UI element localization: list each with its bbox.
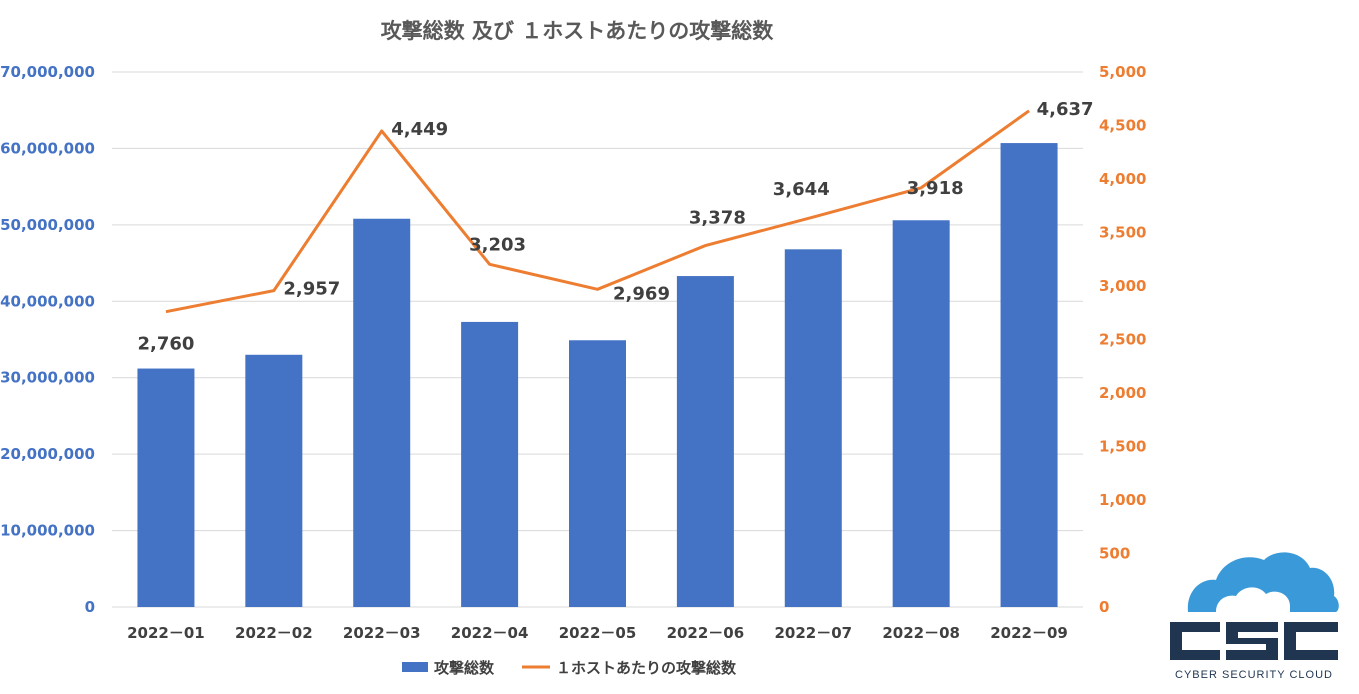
x-tick-label: 2022－07 [774, 624, 852, 642]
left-tick-label: 20,000,000 [0, 445, 95, 463]
right-tick-label: 500 [1099, 545, 1130, 563]
left-tick-label: 30,000,000 [0, 369, 95, 387]
left-tick-label: 0 [85, 598, 95, 616]
left-axis: 0 10,000,000 20,000,000 30,000,000 40,000,00… [0, 63, 95, 616]
left-tick-label: 40,000,000 [0, 292, 95, 310]
x-tick-label: 2022－04 [451, 624, 529, 642]
line-series: 2,760 2,957 4,449 3,203 2,969 3,378 3,644 3,918… [137, 99, 1093, 355]
x-tick-label: 2022－06 [667, 624, 745, 642]
data-label: 3,918 [907, 178, 964, 199]
bar [137, 368, 195, 607]
left-tick-label: 70,000,000 [0, 63, 95, 81]
x-tick-label: 2022－09 [990, 624, 1068, 642]
x-axis: 2022－01 2022－02 2022－03 2022－04 2022－05 2022－… [127, 624, 1068, 642]
logo-tagline: CYBER SECURITY CLOUD [1175, 669, 1333, 681]
right-tick-label: 1,000 [1099, 491, 1146, 509]
right-tick-label: 4,000 [1099, 170, 1146, 188]
right-tick-label: 2,500 [1099, 331, 1146, 349]
data-label: 3,378 [689, 208, 746, 229]
right-tick-label: 2,000 [1099, 384, 1146, 402]
right-tick-label: 4,500 [1099, 117, 1146, 135]
data-label: 2,957 [283, 279, 340, 300]
data-label: 2,969 [613, 283, 670, 304]
right-axis: 0 500 1,000 1,500 2,000 2,500 3,000 3,500 4,000 4… [1099, 63, 1146, 616]
legend-label-line: １ホストあたりの攻撃総数 [556, 659, 737, 677]
right-tick-label: 1,500 [1099, 438, 1146, 456]
legend: 攻撃総数 １ホストあたりの攻撃総数 [402, 659, 737, 677]
right-tick-label: 0 [1099, 598, 1109, 616]
bar [676, 276, 734, 607]
data-label: 2,760 [137, 334, 194, 355]
right-tick-label: 5,000 [1099, 63, 1146, 81]
left-tick-label: 60,000,000 [0, 139, 95, 157]
data-label: 4,637 [1037, 99, 1094, 120]
bar [784, 249, 842, 608]
legend-label-bar: 攻撃総数 [434, 659, 495, 677]
bar [892, 220, 950, 607]
data-label: 4,449 [391, 119, 448, 140]
x-tick-label: 2022－02 [235, 624, 313, 642]
bar [353, 218, 411, 607]
bar [569, 340, 626, 607]
bar [1000, 143, 1058, 608]
x-tick-label: 2022－01 [127, 624, 205, 642]
bar [245, 354, 303, 607]
series-line [165, 109, 1030, 314]
x-tick-label: 2022－03 [343, 624, 421, 642]
bar-series [137, 143, 1058, 608]
data-label: 3,644 [773, 179, 830, 200]
csc-logo: CYBER SECURITY CLOUD [1170, 552, 1339, 681]
right-tick-label: 3,000 [1099, 277, 1146, 295]
data-label: 3,203 [469, 234, 526, 255]
x-tick-label: 2022－08 [882, 624, 960, 642]
x-tick-label: 2022－05 [559, 624, 637, 642]
chart-title: 攻撃総数 及び １ホストあたりの攻撃総数 [381, 19, 775, 43]
bar [461, 321, 519, 607]
right-tick-label: 3,500 [1099, 224, 1146, 242]
legend-swatch-bar [402, 662, 428, 672]
left-tick-label: 10,000,000 [0, 522, 95, 540]
left-tick-label: 50,000,000 [0, 216, 95, 234]
